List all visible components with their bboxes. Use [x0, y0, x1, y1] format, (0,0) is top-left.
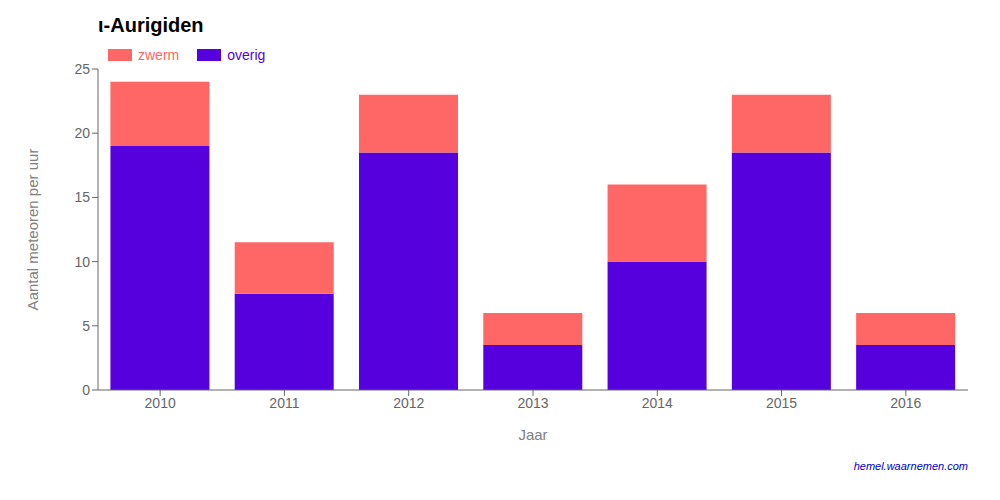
html-text:overig: overig: [227, 47, 266, 63]
svg-text:20: 20: [74, 125, 90, 141]
svg-text:10: 10: [74, 254, 90, 270]
svg-text:0: 0: [82, 382, 90, 398]
html-text:ι-Aurigiden: ι-Aurigiden: [98, 14, 204, 36]
svg-text:15: 15: [74, 189, 90, 205]
svg-text:2015: 2015: [766, 395, 797, 411]
svg-text:5: 5: [82, 318, 90, 334]
svg-text:2010: 2010: [145, 395, 176, 411]
svg-text:2013: 2013: [517, 395, 548, 411]
svg-text:2014: 2014: [642, 395, 673, 411]
svg-text:2011: 2011: [269, 395, 299, 411]
svg-text:2016: 2016: [890, 395, 921, 411]
html-text:hemel.waarnemen.com: hemel.waarnemen.com: [853, 460, 968, 472]
svg-text:Aantal meteoren per uur: Aantal meteoren per uur: [24, 149, 41, 311]
html-text:zwerm: zwerm: [138, 47, 180, 63]
svg-text:Jaar: Jaar: [518, 426, 547, 443]
svg-text:2012: 2012: [393, 395, 424, 411]
svg-text:25: 25: [74, 61, 90, 77]
